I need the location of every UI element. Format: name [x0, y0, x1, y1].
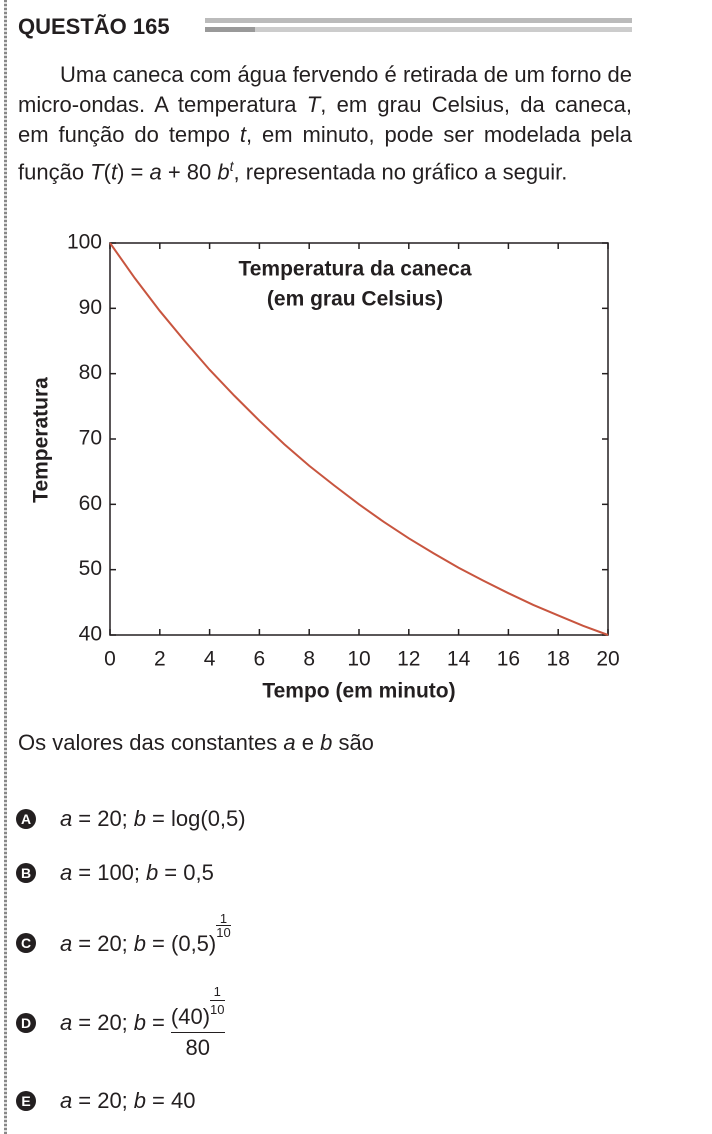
text: b [133, 1088, 147, 1113]
chart-subtitle: (em grau Celsius) [267, 288, 443, 311]
text: = 40 [152, 1088, 196, 1113]
text: 10 [210, 1002, 225, 1017]
chart: Temperatura da caneca (em grau Celsius) … [30, 231, 620, 703]
x-axis-label: Tempo (em minuto) [262, 680, 455, 703]
y-tick-label: 100 [67, 231, 102, 254]
y-tick-label: 60 [79, 492, 102, 515]
text: Uma caneca com água fervendo é retirada … [18, 62, 632, 117]
text: a [60, 1088, 73, 1113]
option-letter: E [16, 1091, 36, 1111]
text: , em grau Celsius, da caneca, em função … [18, 92, 632, 147]
text: a [283, 730, 296, 755]
statement: Uma caneca com água fervendo é retirada … [18, 60, 632, 187]
text: 1 [219, 911, 228, 926]
option-letter: D [16, 1013, 36, 1033]
text: b [133, 931, 147, 956]
exponent: 1 10 [216, 911, 231, 940]
text: = 20; [78, 1088, 128, 1113]
exponent: 1 10 [210, 984, 225, 1017]
text: são [332, 730, 374, 755]
text: = 0,5 [164, 860, 214, 885]
text: b [133, 806, 147, 831]
x-tick-label: 18 [547, 648, 570, 671]
text: Os valores das constantes [18, 730, 284, 755]
text: 1 [213, 984, 221, 999]
left-border [4, 0, 7, 1134]
x-tick-label: 20 [596, 648, 619, 671]
numerator: (40) 1 10 [171, 985, 225, 1030]
chart-title: Temperatura da caneca [238, 258, 471, 281]
x-tick-label: 14 [447, 648, 471, 671]
text: = 100; [78, 860, 141, 885]
y-tick-label: 90 [79, 296, 102, 319]
y-axis-label: Temperatura [30, 377, 53, 503]
text: b [146, 860, 159, 885]
text: b [133, 1010, 147, 1035]
text: a [149, 159, 162, 185]
text: t [239, 122, 246, 147]
text: + 80 [161, 159, 218, 185]
text: T [90, 159, 104, 185]
text: , representada no gráfico a seguir. [233, 159, 568, 185]
x-tick-label: 6 [254, 648, 266, 671]
text: a [60, 806, 73, 831]
text: a [60, 931, 73, 956]
text: = 20; [78, 931, 128, 956]
header-rule [205, 18, 632, 23]
text: t [110, 159, 118, 185]
text: = (0,5) [152, 931, 217, 956]
text: = 20; [78, 1010, 128, 1035]
x-tick-label: 12 [397, 648, 420, 671]
y-tick-label: 70 [79, 427, 102, 450]
question: Os valores das constantes a e b são [18, 730, 374, 756]
text: ( [103, 159, 111, 185]
text: = [152, 1010, 165, 1035]
option-letter: A [16, 809, 36, 829]
y-tick-label: 50 [79, 557, 102, 580]
x-tick-label: 16 [497, 648, 520, 671]
fraction-bar [210, 1000, 225, 1001]
text: b [320, 730, 333, 755]
text: a [60, 1010, 73, 1035]
x-tick-label: 10 [347, 648, 370, 671]
y-tick-label: 40 [79, 623, 102, 646]
text: 10 [216, 925, 231, 940]
data-line [109, 242, 609, 636]
x-tick-label: 8 [303, 648, 315, 671]
text: 80 [185, 1035, 210, 1060]
text: a [60, 860, 73, 885]
option-letter: B [16, 863, 36, 883]
text: = log(0,5) [152, 806, 246, 831]
text: ) = [117, 159, 150, 185]
text: b [217, 159, 230, 185]
fraction-bar [170, 1032, 225, 1033]
question-title: QUESTÃO 165 [18, 14, 170, 39]
text: T [306, 92, 321, 117]
text: (40) [170, 1004, 211, 1029]
x-tick-label: 4 [204, 648, 216, 671]
text: t [229, 158, 234, 174]
y-tick-label: 80 [79, 361, 102, 384]
fraction-bar [216, 925, 231, 926]
x-tick-label: 2 [154, 648, 166, 671]
text: e [295, 730, 321, 755]
fraction: (40) 1 10 80 [170, 985, 225, 1061]
text: = 20; [78, 806, 128, 831]
option-letter: C [16, 933, 36, 953]
text: , em minuto, pode ser modelada pela funç… [18, 122, 632, 185]
header-rule [205, 27, 632, 32]
x-tick-label: 0 [104, 648, 116, 671]
